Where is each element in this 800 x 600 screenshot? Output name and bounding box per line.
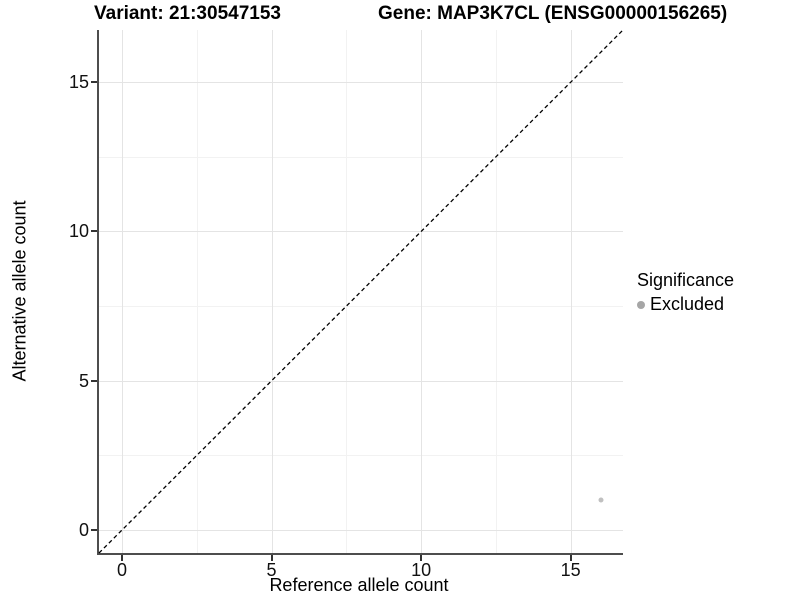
major-gridline-vertical bbox=[122, 30, 124, 553]
minor-gridline-horizontal bbox=[99, 306, 623, 308]
legend-entry-label: Excluded bbox=[650, 294, 725, 314]
major-gridline-vertical bbox=[271, 30, 273, 553]
plot-panel: 0 5 10 15 0 5 10 15 bbox=[69, 29, 624, 579]
y-axis-title: Alternative allele count bbox=[9, 200, 30, 382]
minor-gridline-horizontal bbox=[99, 455, 623, 457]
x-axis-tick-label: 0 bbox=[117, 560, 128, 580]
major-gridline-horizontal bbox=[99, 231, 623, 233]
data-point bbox=[598, 497, 604, 503]
x-axis-tick bbox=[121, 555, 124, 561]
major-gridline-horizontal bbox=[99, 530, 623, 531]
y-axis-tick bbox=[91, 529, 97, 531]
y-axis-tick bbox=[91, 230, 97, 233]
x-axis-tick-label: 15 bbox=[560, 560, 581, 580]
identity-line-y-equals-x bbox=[98, 29, 624, 554]
variant-title: Variant: 21:30547153 bbox=[94, 3, 281, 24]
gene-title: Gene: MAP3K7CL (ENSG00000156265) bbox=[378, 3, 728, 24]
x-axis-tick-label: 5 bbox=[266, 560, 277, 580]
major-gridline-horizontal bbox=[99, 380, 623, 382]
x-axis-tick bbox=[270, 555, 273, 561]
x-axis-title: Reference allele count bbox=[269, 575, 449, 595]
legend-entry-excluded: Excluded bbox=[637, 294, 734, 315]
minor-gridline-horizontal bbox=[99, 156, 623, 158]
x-axis-tick bbox=[420, 555, 423, 561]
y-axis-tick bbox=[91, 81, 97, 84]
y-axis-tick-label: 15 bbox=[68, 72, 89, 93]
legend-title: Significance bbox=[637, 270, 735, 290]
y-axis-tick-label: 10 bbox=[68, 221, 89, 242]
minor-gridline-vertical bbox=[196, 30, 198, 553]
minor-gridline-vertical bbox=[346, 30, 348, 553]
x-axis-tick bbox=[569, 555, 572, 561]
y-axis-tick-label: 0 bbox=[78, 520, 89, 540]
legend-point-swatch bbox=[637, 300, 645, 309]
legend: Significance Excluded bbox=[637, 270, 734, 315]
minor-gridline-vertical bbox=[495, 30, 497, 553]
x-axis-tick-label: 10 bbox=[411, 560, 432, 580]
major-gridline-horizontal bbox=[99, 82, 623, 84]
y-axis-tick bbox=[91, 379, 97, 382]
y-axis-tick-label: 5 bbox=[78, 370, 89, 391]
major-gridline-vertical bbox=[570, 30, 572, 553]
major-gridline-vertical bbox=[421, 30, 423, 553]
